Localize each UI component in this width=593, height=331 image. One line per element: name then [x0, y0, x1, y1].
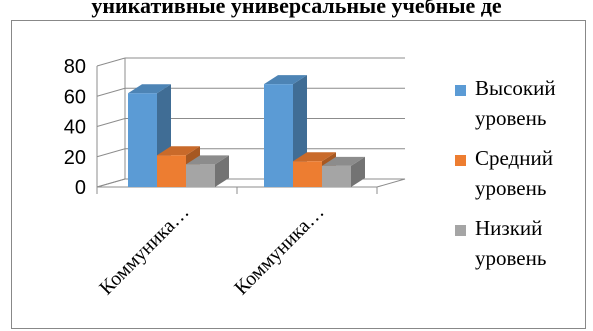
bar-front [157, 155, 186, 187]
bar-top [322, 156, 365, 166]
bar-top [128, 84, 171, 94]
y-tick-label-3: 60 [64, 86, 86, 108]
y-tick-label-2: 40 [64, 117, 86, 139]
bar-top [264, 75, 307, 85]
y-tick-label-4: 80 [64, 56, 86, 78]
x-category-label-0: Коммуника… [95, 201, 193, 299]
gridline-side-4 [96, 57, 126, 67]
bar-top [157, 146, 200, 156]
gridline-side-3 [96, 87, 126, 97]
gridline-side-2 [96, 118, 126, 127]
legend-swatch-low [455, 225, 466, 236]
legend-label-low: Низкий уровень [475, 216, 547, 270]
y-tick-label-1: 20 [64, 147, 86, 169]
bar-front [322, 165, 351, 187]
bar-front [128, 93, 157, 187]
bar-1-2 [322, 156, 365, 187]
bar-0-2 [186, 155, 229, 187]
bar-front [293, 161, 322, 187]
bar-front [264, 84, 293, 187]
legend-swatch-high [455, 85, 466, 96]
gridline-side-1 [96, 148, 126, 158]
legend-swatch-medium [455, 155, 466, 166]
bar-side [215, 155, 229, 187]
bar-front [186, 164, 215, 187]
legend-label-high: Высокий уровень [475, 76, 556, 130]
bar-top [293, 152, 336, 162]
bar-1-1 [293, 152, 336, 187]
bar-side [351, 156, 365, 187]
legend-label-medium: Средний уровень [475, 146, 553, 200]
x-category-label-1: Коммуника… [230, 201, 328, 299]
chart-title: уникативные универсальные учебные де [91, 0, 502, 18]
bar-top [186, 155, 229, 165]
y-tick-label-0: 0 [75, 177, 86, 199]
